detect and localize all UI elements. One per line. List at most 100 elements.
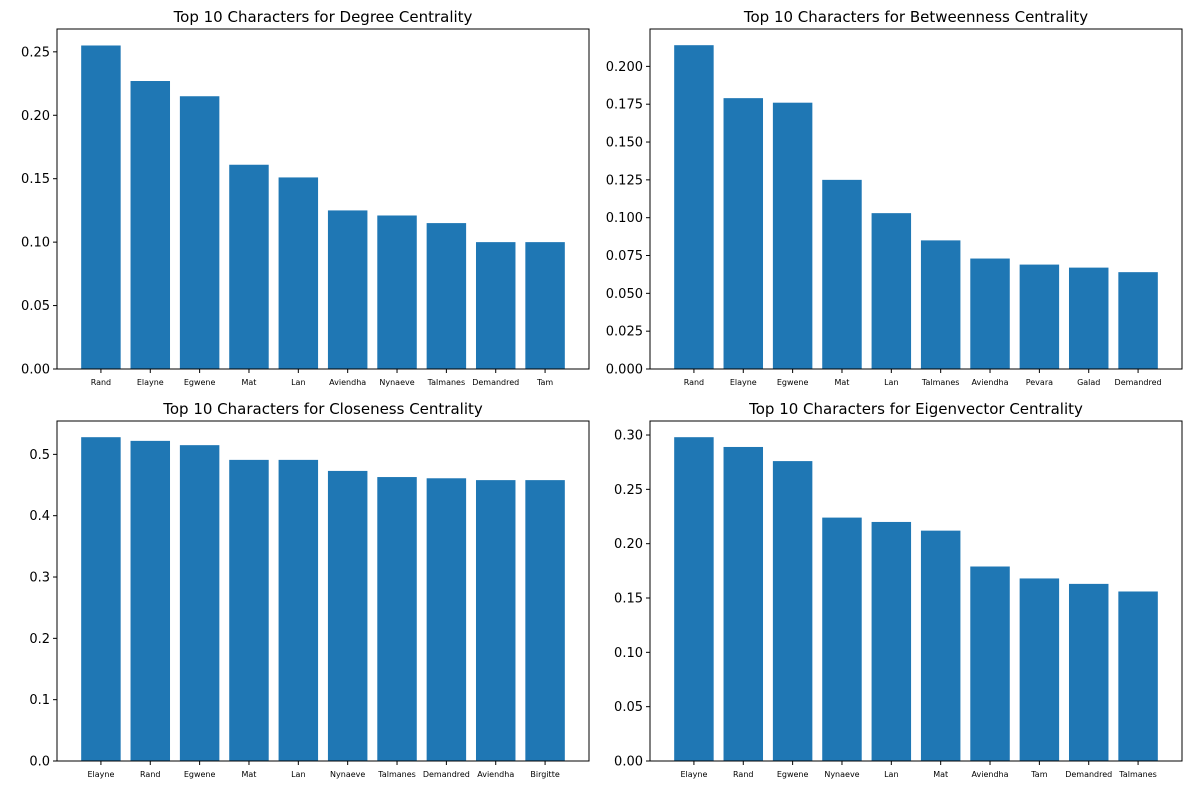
bar-egwene — [772, 102, 813, 369]
bar-galad — [1068, 267, 1109, 369]
x-tick-label: Elayne — [680, 770, 707, 779]
x-tick-label: Mat — [241, 770, 256, 779]
y-tick-label: 0.200 — [606, 60, 643, 75]
y-tick-label: 0.050 — [606, 287, 643, 302]
y-tick-label: 0.20 — [614, 537, 643, 552]
y-tick-label: 0.100 — [606, 211, 643, 226]
y-tick-label: 0.150 — [606, 136, 643, 151]
x-tick-label: Demandred — [472, 378, 519, 387]
x-tick-label: Lan — [291, 378, 305, 387]
y-tick-label: 0.25 — [614, 483, 643, 498]
x-tick-label: Demandred — [1065, 770, 1112, 779]
x-tick-label: Pevara — [1026, 378, 1053, 387]
bar-elayne — [130, 81, 171, 369]
x-tick-label: Rand — [733, 770, 753, 779]
subplot-2: 0.000 0.025 0.050 0.075 0.100 0.125 0.150 0.175… — [606, 8, 1183, 387]
y-tick-label: 0.3 — [29, 571, 50, 586]
bar-egwene — [179, 445, 220, 761]
bar-talmanes — [426, 223, 467, 369]
bar-nynaeve — [377, 215, 417, 369]
x-tick-label: Talmanes — [377, 770, 416, 779]
y-tick-label: 0.000 — [606, 363, 643, 378]
x-tick-label: Lan — [884, 770, 898, 779]
bar-aviendha — [327, 210, 368, 369]
bar-aviendha — [970, 566, 1010, 761]
y-tick-label: 0.10 — [21, 236, 50, 251]
y-tick-label: 0.10 — [614, 646, 643, 661]
bar-rand — [723, 446, 764, 761]
x-tick-label: Tam — [536, 378, 553, 387]
y-tick-label: 0.05 — [614, 700, 643, 715]
bar-mat — [920, 530, 961, 761]
x-tick-label: Lan — [291, 770, 305, 779]
x-tick-label: Nynaeve — [824, 770, 859, 779]
bar-mat — [229, 459, 269, 761]
bar-mat — [229, 164, 269, 369]
x-tick-label: Egwene — [777, 770, 809, 779]
y-tick-label: 0.125 — [606, 173, 643, 188]
x-tick-label: Rand — [684, 378, 704, 387]
subplot-3: 0.0 0.1 0.2 0.3 0.4 0.5 Elayne Rand Egwene Mat Lan… — [29, 400, 590, 779]
bar-birgitte — [525, 480, 565, 761]
y-tick-label: 0.00 — [21, 363, 50, 378]
bar-aviendha — [475, 480, 516, 761]
y-tick-label: 0.025 — [606, 325, 643, 340]
x-tick-label: Talmanes — [427, 378, 466, 387]
bar-aviendha — [970, 258, 1010, 369]
x-tick-label: Talmanes — [1118, 770, 1157, 779]
x-tick-label: Demandred — [1115, 378, 1162, 387]
bar-demandred — [1068, 583, 1109, 761]
bar-nynaeve — [327, 470, 368, 761]
bar-talmanes — [920, 240, 961, 369]
y-tick-label: 0.2 — [29, 632, 50, 647]
bar-lan — [278, 177, 319, 369]
y-tick-label: 0.1 — [29, 693, 50, 708]
y-tick-label: 0.0 — [29, 755, 50, 770]
x-tick-label: Rand — [140, 770, 160, 779]
x-tick-label: Aviendha — [972, 378, 1009, 387]
x-tick-label: Tam — [1030, 770, 1047, 779]
y-tick-label: 0.4 — [29, 509, 50, 524]
y-tick-label: 0.00 — [614, 755, 643, 770]
x-tick-label: Mat — [834, 378, 849, 387]
bar-elayne — [723, 98, 764, 370]
bar-nynaeve — [822, 517, 862, 761]
bar-rand — [674, 45, 714, 369]
bar-lan — [871, 213, 912, 369]
axes-frame — [56, 28, 590, 370]
x-tick-label: Birgitte — [530, 770, 559, 779]
bar-talmanes — [377, 477, 417, 761]
bar-rand — [81, 45, 121, 370]
bar-elayne — [674, 437, 714, 761]
x-tick-label: Talmanes — [921, 378, 960, 387]
chart-title: Top 10 Characters for Eigenvector Centra… — [748, 400, 1083, 418]
bar-elayne — [81, 437, 121, 761]
bar-demandred — [1118, 272, 1158, 369]
x-tick-label: Aviendha — [477, 770, 514, 779]
x-tick-label: Mat — [933, 770, 948, 779]
chart-title: Top 10 Characters for Betweenness Centra… — [743, 8, 1088, 26]
axes-frame — [649, 28, 1183, 370]
x-tick-label: Nynaeve — [379, 378, 414, 387]
bar-tam — [1019, 578, 1060, 761]
bar-demandred — [475, 242, 516, 369]
bar-egwene — [179, 96, 220, 370]
subplot-4: 0.00 0.05 0.10 0.15 0.20 0.25 0.30 Elayne Rand Eg… — [614, 400, 1183, 779]
x-tick-label: Aviendha — [972, 770, 1009, 779]
y-tick-label: 0.05 — [21, 299, 50, 314]
chart-title: Top 10 Characters for Closeness Centrali… — [162, 400, 483, 418]
bar-egwene — [772, 461, 813, 761]
x-tick-label: Egwene — [184, 378, 216, 387]
bar-talmanes — [1118, 591, 1158, 761]
y-tick-label: 0.075 — [606, 249, 643, 264]
bar-rand — [130, 440, 171, 761]
bar-lan — [871, 521, 912, 761]
y-tick-label: 0.175 — [606, 98, 643, 113]
axes-frame — [56, 420, 590, 762]
x-tick-label: Rand — [91, 378, 111, 387]
axes-frame — [649, 420, 1183, 762]
subplot-1: 0.00 0.05 0.10 0.15 0.20 0.25 Rand Elayne Egwene… — [21, 8, 590, 387]
bar-mat — [822, 179, 862, 369]
